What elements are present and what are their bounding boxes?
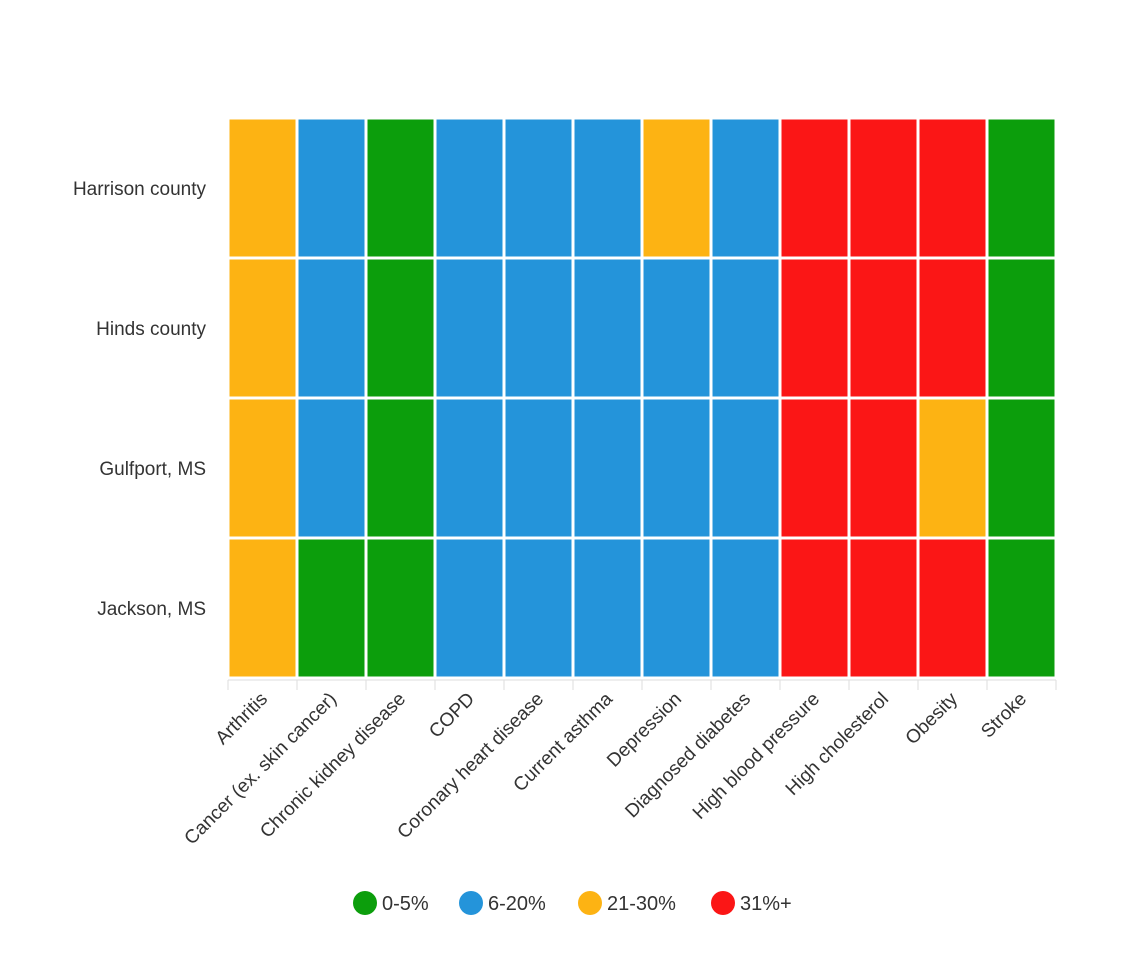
- heatmap-cell: [640, 536, 713, 680]
- legend-swatch-icon: [578, 891, 602, 915]
- heatmap-cell: [226, 396, 299, 540]
- heatmap-cell: [847, 116, 920, 260]
- heatmap-cell: [778, 396, 851, 540]
- heatmap-cell: [502, 256, 575, 400]
- heatmap-cell: [985, 256, 1058, 400]
- heatmap-cell: [985, 116, 1058, 260]
- heatmap-cell: [640, 256, 713, 400]
- heatmap-cell: [364, 536, 437, 680]
- heatmap-cell: [709, 116, 782, 260]
- heatmap-cell: [571, 536, 644, 680]
- legend-label: 0-5%: [382, 893, 429, 915]
- x-tick-label: Obesity: [902, 688, 963, 749]
- x-tick-label: Arthritis: [212, 689, 272, 749]
- legend[interactable]: 0-5% 6-20% 21-30% 31%+: [353, 891, 792, 915]
- legend-label: 6-20%: [488, 893, 546, 915]
- row-label: Gulfport, MS: [99, 459, 206, 480]
- legend-item[interactable]: 0-5%: [353, 891, 429, 915]
- row-label: Harrison county: [73, 179, 207, 200]
- heatmap-cell: [709, 396, 782, 540]
- legend-swatch-icon: [353, 891, 377, 915]
- legend-swatch-icon: [459, 891, 483, 915]
- heatmap-cell: [226, 116, 299, 260]
- x-tick-label: High blood pressure: [689, 689, 824, 824]
- heatmap-cell: [985, 536, 1058, 680]
- heatmap-cell: [847, 396, 920, 540]
- heatmap-cell: [847, 256, 920, 400]
- heatmap-cell: [640, 116, 713, 260]
- x-tick-label: Diagnosed diabetes: [621, 689, 755, 823]
- heatmap-cell: [985, 396, 1058, 540]
- heatmap-cell: [295, 536, 368, 680]
- heatmap-cell: [916, 256, 989, 400]
- heatmap-cell: [778, 536, 851, 680]
- heatmap-cell: [571, 396, 644, 540]
- legend-label: 21-30%: [607, 893, 676, 915]
- heatmap-cell: [226, 536, 299, 680]
- heatmap-cell: [502, 536, 575, 680]
- heatmap-cell: [433, 116, 506, 260]
- heatmap-cell: [295, 256, 368, 400]
- legend-item[interactable]: 21-30%: [578, 891, 676, 915]
- legend-swatch-icon: [711, 891, 735, 915]
- legend-item[interactable]: 6-20%: [459, 891, 546, 915]
- x-tick-label: COPD: [425, 689, 479, 743]
- row-label: Hinds county: [96, 319, 206, 340]
- heatmap-cells: [226, 116, 1058, 680]
- heatmap-cell: [778, 116, 851, 260]
- heatmap-cell: [433, 396, 506, 540]
- heatmap-cell: [709, 536, 782, 680]
- heatmap-cell: [916, 116, 989, 260]
- row-label: Jackson, MS: [97, 599, 206, 620]
- heatmap-cell: [295, 396, 368, 540]
- heatmap-cell: [916, 396, 989, 540]
- legend-item[interactable]: 31%+: [711, 891, 792, 915]
- heatmap-cell: [433, 536, 506, 680]
- heatmap-cell: [364, 116, 437, 260]
- heatmap-cell: [778, 256, 851, 400]
- heatmap-cell: [433, 256, 506, 400]
- heatmap-cell: [364, 256, 437, 400]
- row-labels: Harrison county Hinds county Gulfport, MS J…: [73, 179, 207, 620]
- heatmap-cell: [916, 536, 989, 680]
- heatmap-cell: [709, 256, 782, 400]
- heatmap-cell: [364, 396, 437, 540]
- legend-label: 31%+: [740, 893, 792, 915]
- heatmap-cell: [847, 536, 920, 680]
- heatmap-cell: [295, 116, 368, 260]
- heatmap-cell: [226, 256, 299, 400]
- heatmap-cell: [640, 396, 713, 540]
- heatmap-cell: [571, 116, 644, 260]
- x-tick-label: Chronic kidney disease: [256, 689, 410, 843]
- x-tick-label: Stroke: [977, 689, 1031, 743]
- heatmap-cell: [502, 116, 575, 260]
- heatmap-cell: [502, 396, 575, 540]
- heatmap-cell: [571, 256, 644, 400]
